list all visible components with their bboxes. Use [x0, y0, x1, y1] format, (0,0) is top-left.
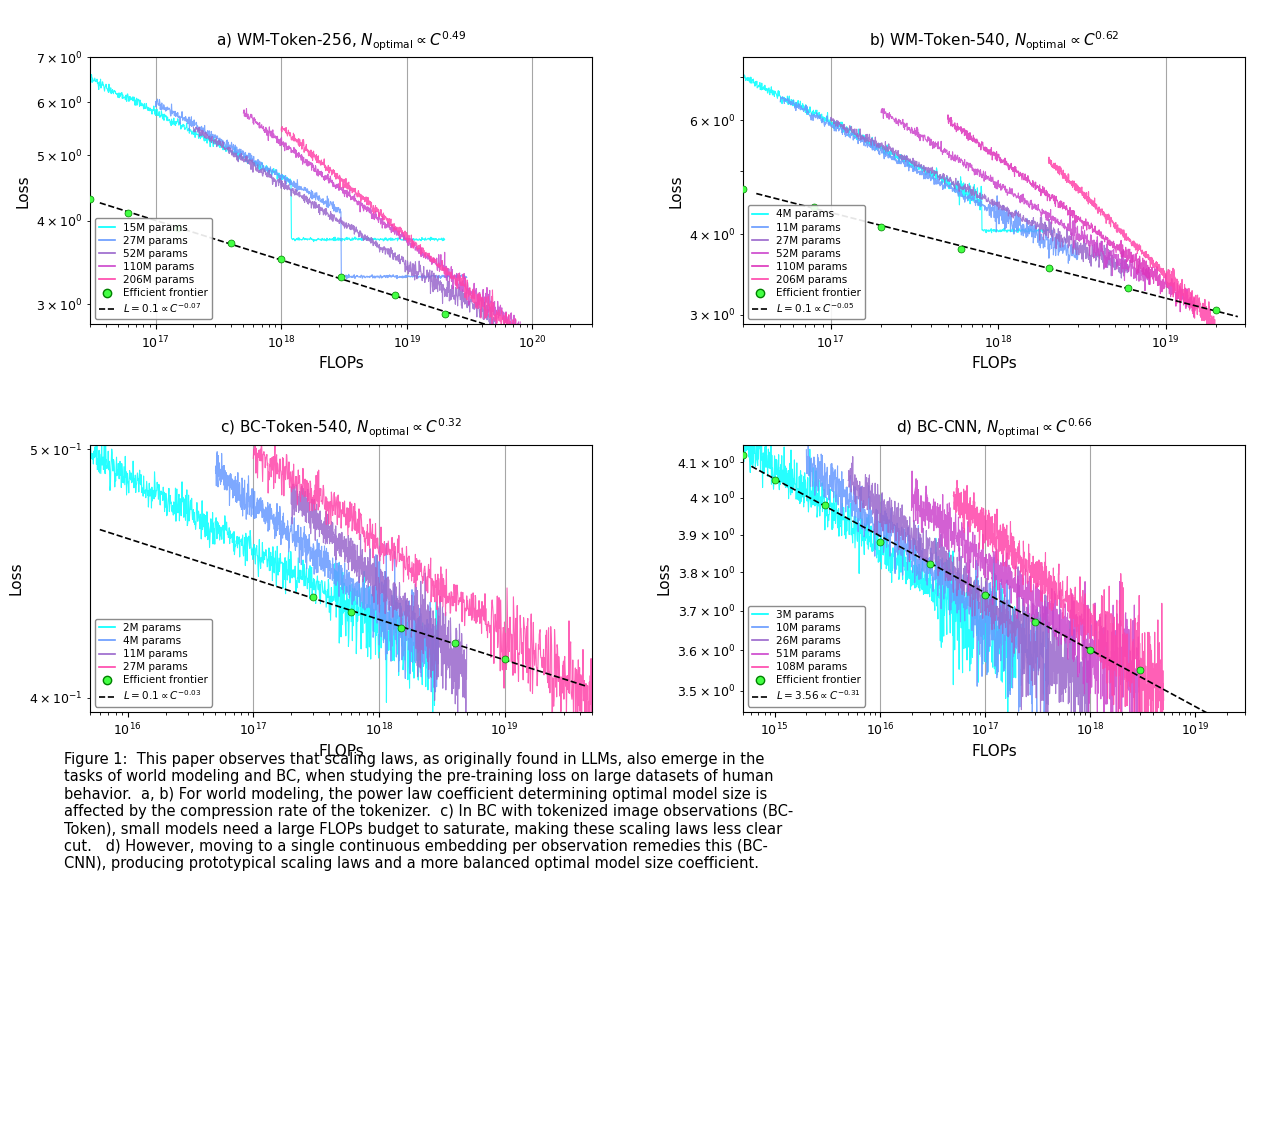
Point [1039, 258, 1059, 277]
Point [764, 471, 785, 489]
Point [303, 588, 324, 606]
X-axis label: FLOPs: FLOPs [318, 744, 363, 759]
Legend: 4M params, 11M params, 27M params, 52M params, 110M params, 206M params, Efficie: 4M params, 11M params, 27M params, 52M p… [749, 205, 865, 319]
Point [1118, 279, 1139, 297]
Point [919, 556, 940, 574]
Point [804, 199, 824, 217]
Point [444, 634, 465, 652]
Point [390, 619, 411, 637]
Legend: 15M params, 27M params, 52M params, 110M params, 206M params, Efficient frontier: 15M params, 27M params, 52M params, 110M… [95, 218, 212, 319]
Point [869, 533, 890, 551]
Point [1025, 613, 1045, 631]
Title: c) BC-Token-540, $N_\mathrm{optimal} \propto C^{0.32}$: c) BC-Token-540, $N_\mathrm{optimal} \pr… [220, 417, 462, 441]
X-axis label: FLOPs: FLOPs [972, 356, 1017, 371]
Point [1080, 641, 1100, 659]
Text: Figure 1:  This paper observes that scaling laws, as originally found in LLMs, a: Figure 1: This paper observes that scali… [64, 752, 794, 871]
Point [384, 286, 404, 304]
Point [340, 603, 361, 621]
X-axis label: FLOPs: FLOPs [318, 356, 363, 371]
Legend: 2M params, 4M params, 11M params, 27M params, Efficient frontier, $L = 0.1 \prop: 2M params, 4M params, 11M params, 27M pa… [95, 619, 212, 706]
Point [331, 267, 352, 286]
Title: d) BC-CNN, $N_\mathrm{optimal} \propto C^{0.66}$: d) BC-CNN, $N_\mathrm{optimal} \propto C… [896, 417, 1093, 441]
X-axis label: FLOPs: FLOPs [972, 744, 1017, 759]
Point [733, 445, 754, 464]
Legend: 3M params, 10M params, 26M params, 51M params, 108M params, Efficient frontier, : 3M params, 10M params, 26M params, 51M p… [749, 606, 865, 706]
Point [1206, 301, 1226, 319]
Point [950, 239, 971, 257]
Y-axis label: Loss: Loss [15, 174, 31, 208]
Point [221, 234, 241, 253]
Y-axis label: Loss: Loss [669, 174, 683, 208]
Y-axis label: Loss: Loss [656, 561, 672, 595]
Point [1130, 661, 1150, 680]
Point [733, 179, 754, 197]
Point [271, 250, 291, 269]
Point [814, 496, 835, 514]
Title: b) WM-Token-540, $N_\mathrm{optimal} \propto C^{0.62}$: b) WM-Token-540, $N_\mathrm{optimal} \pr… [869, 30, 1120, 53]
Point [871, 218, 891, 236]
Point [117, 204, 137, 223]
Point [975, 585, 995, 604]
Point [167, 219, 187, 238]
Y-axis label: Loss: Loss [9, 561, 23, 595]
Point [434, 305, 455, 324]
Point [494, 650, 515, 668]
Title: a) WM-Token-256, $N_\mathrm{optimal} \propto C^{0.49}$: a) WM-Token-256, $N_\mathrm{optimal} \pr… [216, 30, 466, 53]
Point [80, 191, 100, 209]
